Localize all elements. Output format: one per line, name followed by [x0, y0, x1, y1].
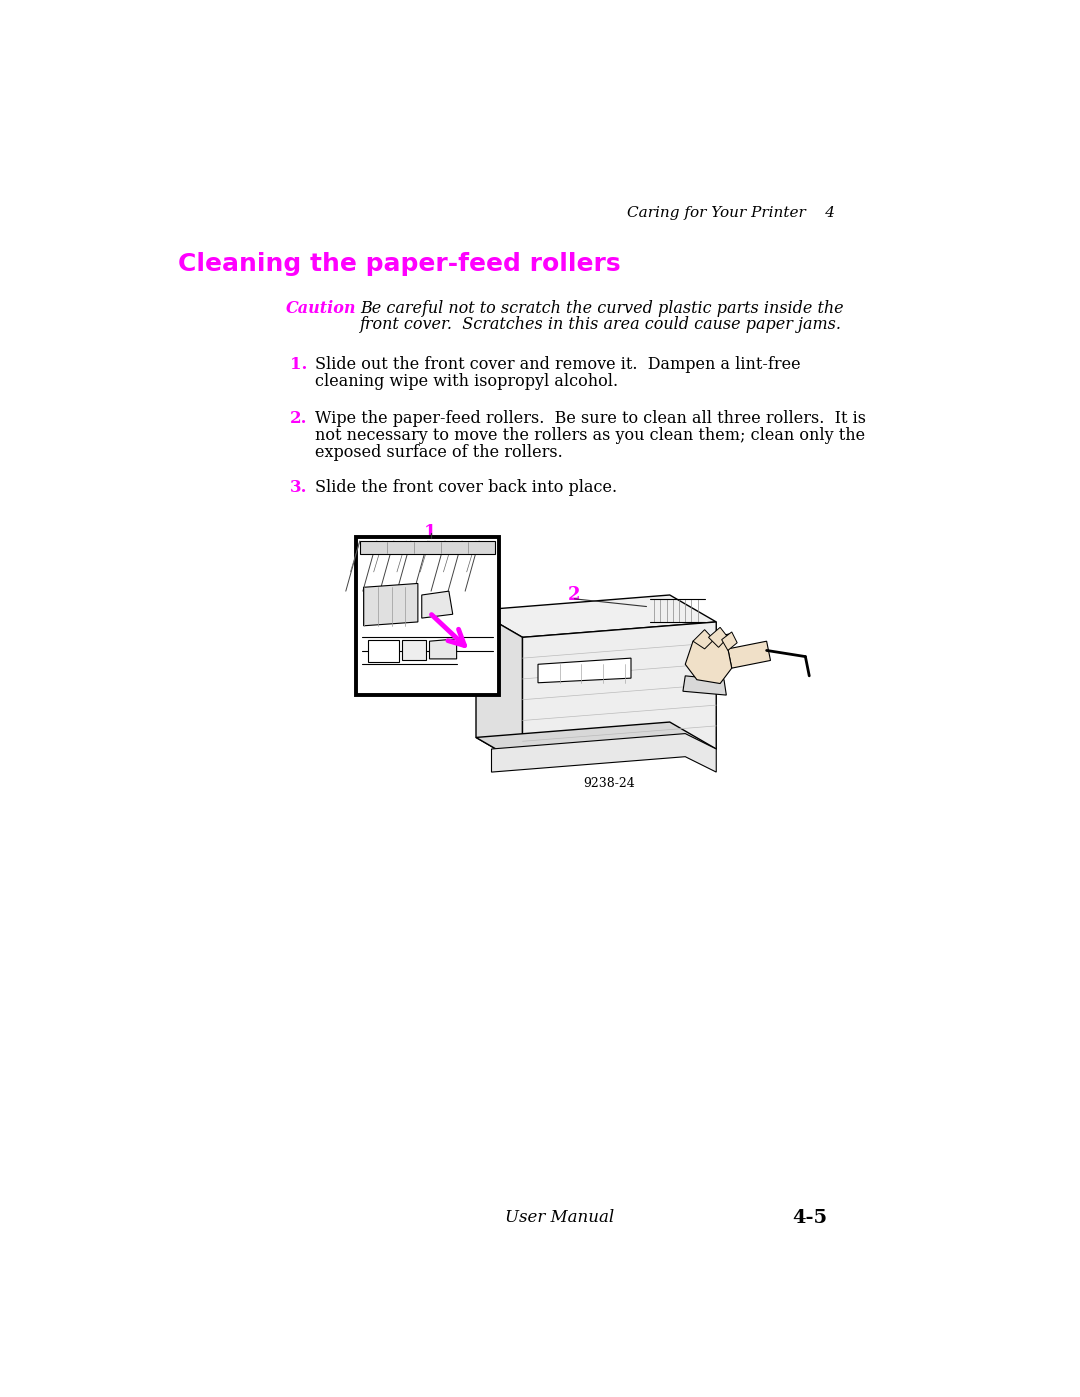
Text: Slide out the front cover and remove it.  Dampen a lint-free: Slide out the front cover and remove it.… — [314, 356, 800, 373]
Text: cleaning wipe with isopropyl alcohol.: cleaning wipe with isopropyl alcohol. — [314, 373, 618, 390]
Polygon shape — [685, 633, 732, 683]
Text: 3.: 3. — [291, 479, 308, 496]
Polygon shape — [538, 658, 631, 683]
Polygon shape — [476, 595, 716, 637]
Polygon shape — [364, 584, 418, 626]
Polygon shape — [367, 640, 399, 662]
Text: 9238-24: 9238-24 — [583, 778, 635, 791]
Polygon shape — [728, 641, 770, 668]
Polygon shape — [523, 622, 716, 764]
Text: Caution: Caution — [286, 300, 356, 317]
Polygon shape — [430, 638, 457, 659]
Text: 4-5: 4-5 — [793, 1208, 827, 1227]
Polygon shape — [356, 538, 499, 696]
Text: 1: 1 — [424, 524, 436, 542]
Text: User Manual: User Manual — [505, 1208, 615, 1225]
Polygon shape — [683, 676, 727, 696]
Text: 2: 2 — [567, 585, 580, 604]
Text: 2.: 2. — [291, 411, 308, 427]
Polygon shape — [403, 640, 426, 661]
Text: Caring for Your Printer    4: Caring for Your Printer 4 — [627, 207, 835, 221]
Text: Wipe the paper-feed rollers.  Be sure to clean all three rollers.  It is: Wipe the paper-feed rollers. Be sure to … — [314, 411, 866, 427]
Text: not necessary to move the rollers as you clean them; clean only the: not necessary to move the rollers as you… — [314, 427, 865, 444]
Polygon shape — [721, 631, 738, 651]
Polygon shape — [476, 722, 716, 764]
Text: front cover.  Scratches in this area could cause paper jams.: front cover. Scratches in this area coul… — [360, 316, 841, 334]
Text: Be careful not to scratch the curved plastic parts inside the: Be careful not to scratch the curved pla… — [360, 300, 843, 317]
Text: Slide the front cover back into place.: Slide the front cover back into place. — [314, 479, 617, 496]
Polygon shape — [491, 733, 716, 773]
Text: exposed surface of the rollers.: exposed surface of the rollers. — [314, 444, 563, 461]
Text: 1.: 1. — [291, 356, 308, 373]
Polygon shape — [476, 610, 523, 764]
Polygon shape — [708, 627, 728, 647]
Polygon shape — [422, 591, 453, 617]
Polygon shape — [360, 541, 496, 555]
Polygon shape — [693, 630, 714, 648]
Text: Cleaning the paper-feed rollers: Cleaning the paper-feed rollers — [177, 253, 620, 277]
